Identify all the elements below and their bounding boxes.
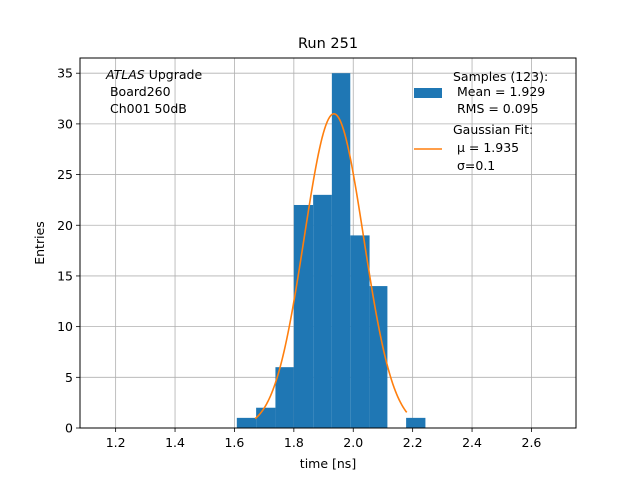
legend: Samples (123): Mean = 1.929 RMS = 0.095 … bbox=[414, 69, 548, 173]
y-tick-label: 35 bbox=[57, 66, 73, 81]
legend-samples-line-3: RMS = 0.095 bbox=[453, 101, 539, 116]
y-tick-label: 5 bbox=[65, 370, 73, 385]
x-tick-label: 2.6 bbox=[522, 435, 542, 450]
y-tick-label: 25 bbox=[57, 167, 73, 182]
x-tick-label: 2.2 bbox=[403, 435, 423, 450]
y-tick-label: 10 bbox=[57, 319, 73, 334]
histogram-bar bbox=[256, 407, 276, 428]
annotation-upgrade: Upgrade bbox=[145, 67, 203, 82]
histogram-bar bbox=[275, 367, 294, 428]
histogram-bar bbox=[313, 194, 332, 428]
x-tick-label: 1.8 bbox=[284, 435, 304, 450]
histogram-bars bbox=[236, 73, 426, 429]
histogram-bar bbox=[350, 235, 370, 428]
x-tick-label: 1.4 bbox=[165, 435, 185, 450]
annotation-line-1: ATLAS Upgrade bbox=[105, 67, 202, 82]
y-axis-label: Entries bbox=[32, 221, 47, 265]
x-tick-label: 1.2 bbox=[106, 435, 126, 450]
x-axis-label: time [ns] bbox=[300, 456, 356, 471]
legend-samples-line-1: Samples (123): bbox=[453, 69, 548, 84]
legend-samples-line-2: Mean = 1.929 bbox=[453, 84, 545, 99]
y-tick-label: 15 bbox=[57, 268, 73, 283]
plot-frame bbox=[79, 57, 577, 429]
axis-ticks: 1.2 1.4 1.6 1.8 2.0 2.2 2.4 2.6 0 5 10 15 20 25 30 35 bbox=[57, 66, 541, 450]
histogram-bar bbox=[293, 204, 314, 428]
legend-swatch-samples bbox=[414, 88, 442, 98]
histogram-bar bbox=[236, 417, 257, 428]
annotation-line-3: Ch001 50dB bbox=[106, 101, 187, 116]
y-tick-label: 0 bbox=[65, 421, 73, 436]
legend-fit-line-3: σ=0.1 bbox=[453, 158, 495, 173]
fit-line-group bbox=[254, 112, 408, 420]
histogram-bar bbox=[406, 417, 426, 428]
x-tick-label: 2.4 bbox=[462, 435, 482, 450]
y-tick-label: 20 bbox=[57, 218, 73, 233]
x-tick-label: 1.6 bbox=[224, 435, 244, 450]
y-tick-label: 30 bbox=[57, 116, 73, 131]
gaussian-fit-line bbox=[254, 112, 408, 420]
annotation-atlas: ATLAS bbox=[105, 67, 145, 82]
chart-title: Run 251 bbox=[298, 36, 358, 52]
annotation: ATLAS Upgrade Board260 Ch001 50dB bbox=[105, 67, 202, 116]
x-tick-label: 2.0 bbox=[343, 435, 363, 450]
legend-fit-line-1: Gaussian Fit: bbox=[453, 122, 533, 137]
annotation-line-2: Board260 bbox=[106, 84, 171, 99]
histogram-bar bbox=[369, 286, 388, 428]
histogram-bar bbox=[331, 73, 351, 429]
legend-fit-line-2: μ = 1.935 bbox=[453, 140, 519, 155]
